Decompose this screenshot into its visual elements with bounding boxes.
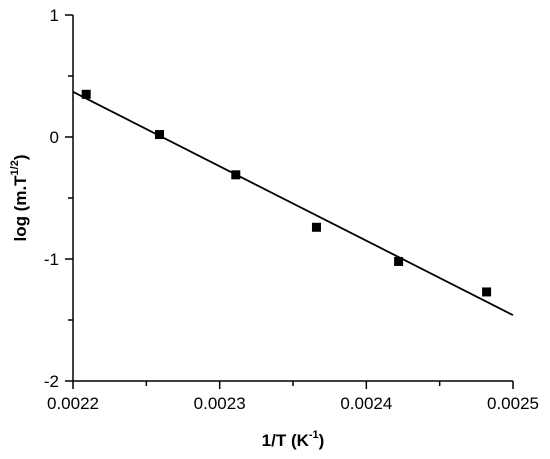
fit-line-group (72, 91, 514, 316)
x-ticks: 0.0022 0.0023 0.0024 0.0025 (47, 381, 539, 413)
y-axis-title: log (m.T1/2) (9, 154, 30, 241)
y-tick-label: 1 (50, 6, 59, 25)
x-tick-label: 0.0024 (340, 394, 392, 413)
axes (72, 15, 513, 382)
x-tick-label: 0.0022 (47, 394, 99, 413)
x-tick-label: 0.0023 (194, 394, 246, 413)
y-tick-label: 0 (50, 128, 59, 147)
points-group (81, 89, 492, 297)
data-point (482, 287, 492, 297)
data-point (155, 130, 165, 140)
data-point (394, 256, 404, 266)
y-tick-label: -1 (44, 250, 59, 269)
data-point (311, 222, 321, 232)
y-tick-label: -2 (44, 372, 59, 391)
x-axis-title: 1/T (K-1) (262, 429, 325, 450)
data-point (231, 170, 241, 180)
data-point (81, 89, 91, 99)
fit-line (72, 91, 514, 316)
x-tick-label: 0.0025 (487, 394, 539, 413)
y-ticks: -2 -1 0 1 (44, 6, 73, 391)
